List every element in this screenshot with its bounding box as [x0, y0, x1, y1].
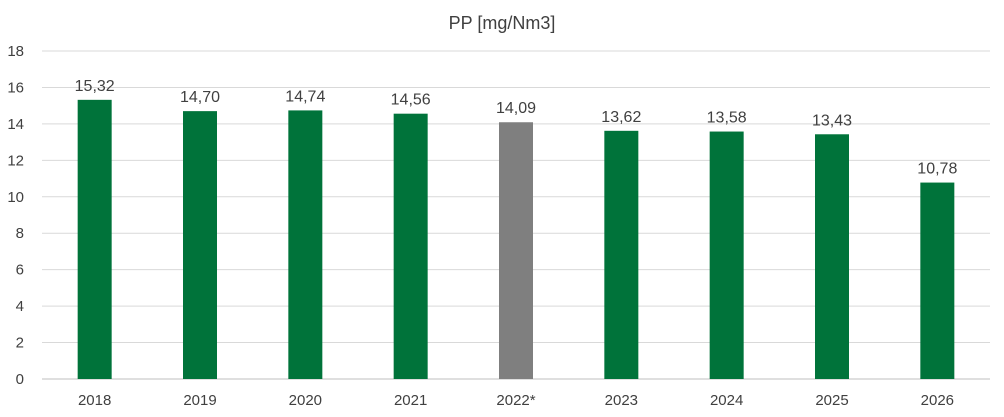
- data-label: 15,32: [75, 78, 115, 95]
- y-tick-label: 4: [16, 298, 24, 315]
- bar-2021: [393, 113, 428, 379]
- data-label: 10,78: [917, 161, 957, 178]
- y-tick-label: 2: [16, 335, 24, 352]
- x-tick-label: 2019: [183, 392, 216, 409]
- x-axis-ticks: 2018 2019 2020 2021 2022* 2023 2024 2025 2026: [78, 392, 954, 409]
- chart-title: PP [mg/Nm3]: [449, 13, 556, 33]
- x-tick-label: 2023: [605, 392, 638, 409]
- y-tick-label: 18: [7, 43, 24, 60]
- data-label: 13,62: [601, 109, 641, 126]
- y-tick-label: 0: [16, 371, 24, 388]
- x-tick-label: 2025: [815, 392, 848, 409]
- x-tick-label: 2022*: [496, 392, 535, 409]
- bar-2026: [920, 182, 955, 379]
- data-label: 14,70: [180, 89, 220, 106]
- x-tick-label: 2018: [78, 392, 111, 409]
- y-tick-label: 14: [7, 116, 24, 133]
- bar-2023: [604, 130, 639, 379]
- bar-2018: [77, 99, 112, 379]
- y-tick-label: 6: [16, 262, 24, 279]
- bar-2025: [815, 134, 849, 379]
- bar-2019: [183, 111, 217, 379]
- data-label: 13,43: [812, 112, 852, 129]
- y-tick-label: 10: [7, 189, 24, 206]
- x-tick-label: 2026: [921, 392, 954, 409]
- y-tick-label: 8: [16, 225, 24, 242]
- bar-2022-star: [499, 122, 533, 379]
- data-labels: 15,32 14,70 14,74 14,56 14,09 13,62 13,58 13,43…: [75, 78, 958, 178]
- bar-2024: [709, 131, 744, 379]
- bars: [77, 99, 955, 379]
- x-tick-label: 2024: [710, 392, 743, 409]
- data-label: 14,56: [391, 92, 431, 109]
- data-label: 14,74: [285, 88, 325, 105]
- data-label: 14,09: [496, 100, 536, 117]
- bar-2020: [288, 110, 323, 379]
- y-axis-ticks: 0 2 4 6 8 10 12 14 16 18: [7, 43, 24, 388]
- y-tick-label: 12: [7, 152, 24, 169]
- x-tick-label: 2020: [289, 392, 322, 409]
- y-tick-label: 16: [7, 79, 24, 96]
- data-label: 13,58: [707, 110, 747, 127]
- x-tick-label: 2021: [394, 392, 427, 409]
